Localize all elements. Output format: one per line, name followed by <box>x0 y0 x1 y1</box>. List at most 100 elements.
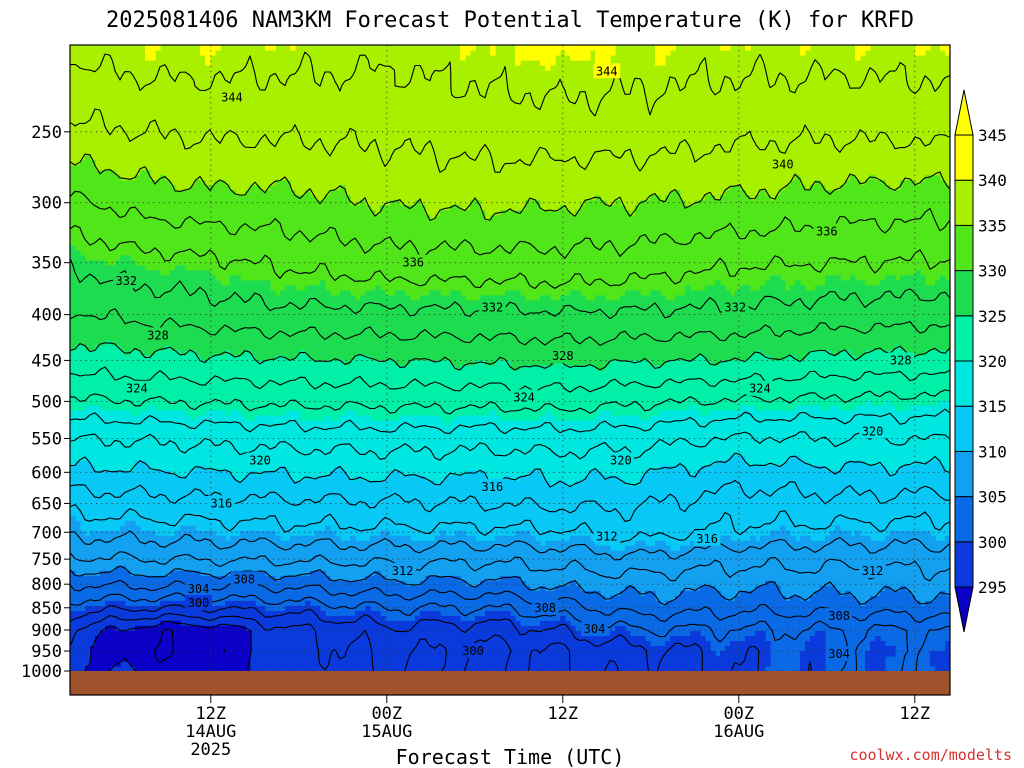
contour-label: 316 <box>479 478 506 494</box>
isentrope-332 <box>70 308 950 346</box>
contour-label: 328 <box>887 352 915 368</box>
y-tick-label: 250 <box>31 123 62 143</box>
contour-label: 336 <box>813 223 841 239</box>
contour-label-bg <box>721 299 749 315</box>
contour-label-text: 336 <box>816 224 838 238</box>
isentrope-314 <box>70 530 950 561</box>
contour-label: 332 <box>112 273 140 289</box>
colorbar-swatch <box>954 405 974 452</box>
contour-label-bg <box>887 352 915 368</box>
colorbar-swatch <box>954 134 974 181</box>
theta-band <box>85 620 251 671</box>
colorbar-swatch <box>954 224 974 272</box>
contour-label-text: 320 <box>862 424 884 438</box>
isentrope-338 <box>70 190 950 259</box>
colorbar-swatch <box>954 541 974 588</box>
colorbar-label: 310 <box>978 442 1007 461</box>
contour-label-text: 344 <box>221 91 243 105</box>
colorbar-extend-low <box>954 586 974 633</box>
theta-band <box>145 45 950 76</box>
contour-label: 324 <box>510 389 538 405</box>
y-tick-label: 400 <box>31 306 62 326</box>
y-tick-label: 650 <box>31 494 62 514</box>
contour-label: 328 <box>549 348 577 364</box>
contour-label: 300 <box>185 595 212 611</box>
contour-label: 344 <box>218 89 246 105</box>
contour-label-bg <box>479 478 506 494</box>
contour-label-bg <box>581 621 608 637</box>
contour-label-bg <box>859 423 886 439</box>
contour-label-text: 320 <box>610 453 632 467</box>
contour-label: 328 <box>144 327 172 343</box>
contour-label-bg <box>479 299 506 315</box>
colorbar: 295 300 305 310 315 320 325 330 335 340 345 <box>954 89 1007 633</box>
contour-label-bg <box>693 530 721 546</box>
x-tick-label: 15AUG <box>361 722 412 742</box>
x-tick-label: 14AUG <box>185 722 236 742</box>
contour-label: 320 <box>859 423 886 439</box>
contour-label-bg <box>510 389 538 405</box>
x-tick-label: 16AUG <box>713 722 764 742</box>
x-tick-label: 2025 <box>190 740 231 760</box>
pressure-axis: 2503003504004505005506006507007508008509… <box>21 123 70 682</box>
theta-band <box>70 45 950 221</box>
contour-label-text: 300 <box>462 644 484 658</box>
contour-label-bg <box>123 380 151 396</box>
contour-label-text: 308 <box>828 609 850 623</box>
contour-label: 304 <box>581 621 608 637</box>
contour-label-text: 300 <box>188 596 210 610</box>
contour-label-bg <box>218 89 246 105</box>
contour-label: 300 <box>459 643 487 659</box>
isentrope-316 <box>70 504 950 543</box>
contour-label-text: 332 <box>482 301 504 315</box>
x-tick-label: 12Z <box>547 704 578 724</box>
contour-label-text: 316 <box>482 480 504 494</box>
colorbar-label: 300 <box>978 533 1007 552</box>
contour-label-bg <box>246 452 274 468</box>
contour-label: 324 <box>123 380 151 396</box>
contour-label-text: 328 <box>890 353 912 367</box>
y-tick-label: 1000 <box>21 662 62 682</box>
contour-label-text: 324 <box>749 382 771 396</box>
credit-text: coolwx.com/modelts <box>849 746 1012 764</box>
colorbar-label: 315 <box>978 397 1007 416</box>
contour-label-bg <box>549 348 577 364</box>
contour-label: 332 <box>479 299 506 315</box>
contour-label-text: 324 <box>126 382 148 396</box>
isentrope-326 <box>70 389 950 415</box>
theta-band <box>70 400 950 487</box>
x-tick-label: 00Z <box>723 704 754 724</box>
contour-label: 308 <box>531 599 559 615</box>
contour-label-bg <box>607 452 635 468</box>
contour-label-bg <box>185 595 212 611</box>
contour-label-bg <box>399 254 427 270</box>
contour-label-bg <box>769 156 797 172</box>
colorbar-swatch <box>954 179 974 226</box>
contour-label-bg <box>593 63 621 79</box>
isentrope-324 <box>70 408 950 435</box>
contour-label-text: 324 <box>513 390 535 404</box>
isentrope-344 <box>70 51 950 117</box>
contour-label: 340 <box>769 156 797 172</box>
contour-label-text: 316 <box>696 532 718 546</box>
isentrope-336 <box>70 224 950 290</box>
contour-label: 316 <box>693 530 721 546</box>
contour-label: 324 <box>746 380 774 396</box>
isentrope-330 <box>70 342 950 371</box>
y-tick-label: 450 <box>31 351 62 371</box>
contour-label: 304 <box>825 645 853 661</box>
y-tick-label: 700 <box>31 523 62 543</box>
chart-title: 2025081406 NAM3KM Forecast Potential Tem… <box>106 8 914 33</box>
contour-label-text: 332 <box>724 301 746 315</box>
contour-label: 320 <box>246 452 274 468</box>
contour-label: 312 <box>389 562 417 578</box>
isentrope-342 <box>70 108 950 173</box>
x-axis-label: Forecast Time (UTC) <box>396 745 625 768</box>
contour-label: 304 <box>185 581 212 597</box>
contour-label-bg <box>185 581 212 597</box>
contour-label-bg <box>593 528 621 544</box>
x-tick-label: 12Z <box>195 704 226 724</box>
colorbar-swatch <box>954 360 974 407</box>
